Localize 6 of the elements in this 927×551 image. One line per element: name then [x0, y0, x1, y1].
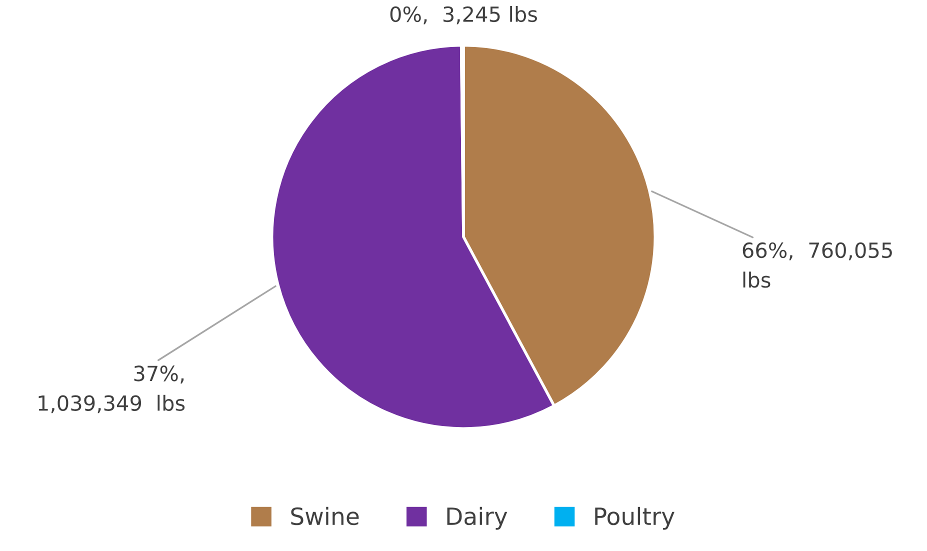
- data-label: 66%, 760,055 lbs: [742, 242, 892, 288]
- legend-label: Poultry: [595, 506, 674, 530]
- data-label: 0%, 3,245 lbs: [390, 6, 538, 24]
- data-label: 37%, 1,039,349 lbs: [38, 366, 185, 414]
- legend-label: Swine: [291, 506, 359, 526]
- legend-label: Dairy: [447, 506, 508, 530]
